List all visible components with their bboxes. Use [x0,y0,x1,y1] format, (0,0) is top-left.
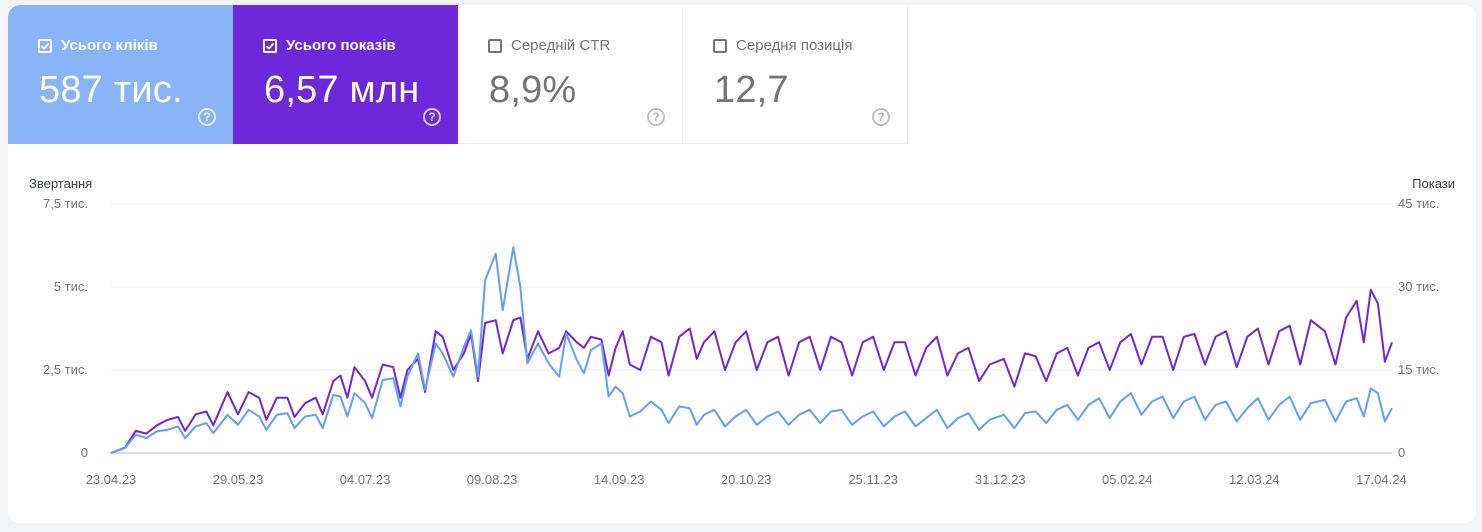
impressions-series-line [110,288,1393,454]
x-tick-label: 17.04.24 [1356,472,1407,487]
metric-label: Усього показів [286,37,396,54]
right-axis-title: Покази [1412,176,1455,191]
y-right-tick-label: 45 тис. [1398,196,1440,211]
line-chart[interactable] [8,5,1476,523]
x-tick-label: 31.12.23 [974,472,1026,487]
checkbox-checked-icon[interactable] [263,38,277,53]
help-circle-icon[interactable]: ? [872,108,890,126]
metric-label: Середній CTR [511,37,611,54]
x-tick-label: 20.10.23 [720,472,772,487]
y-left-tick-label: 0 [80,445,88,460]
y-right-tick-label: 0 [1398,445,1406,460]
metric-tab-clicks[interactable]: Усього кліків 587 тис. ? [8,5,233,144]
x-tick-label: 23.04.23 [85,472,137,487]
x-tick-label: 04.07.23 [339,472,391,487]
checkbox-unchecked-icon[interactable] [713,38,727,53]
metric-header: Усього показів [263,37,396,54]
help-circle-icon[interactable]: ? [423,108,441,126]
help-circle-icon[interactable]: ? [198,108,216,126]
y-left-tick-label: 2,5 тис. [42,362,88,377]
y-right-tick-label: 15 тис. [1398,362,1440,377]
metric-header: Усього кліків [38,37,158,54]
y-left-tick-label: 5 тис. [53,279,88,294]
metric-value: 8,9% [489,69,577,111]
y-right-tick-label: 30 тис. [1398,279,1440,294]
metric-tab-impressions[interactable]: Усього показів 6,57 млн ? [233,5,458,144]
x-tick-label: 14.09.23 [593,472,645,487]
checkbox-unchecked-icon[interactable] [488,38,502,53]
x-tick-label: 29.05.23 [212,472,264,487]
metric-label: Усього кліків [61,37,158,54]
metric-tab-position[interactable]: Середня позиція 12,7 ? [683,5,908,144]
x-tick-label: 25.11.23 [848,472,899,487]
metric-tab-ctr[interactable]: Середній CTR 8,9% ? [458,5,683,144]
x-tick-label: 12.03.24 [1229,472,1280,487]
metric-value: 6,57 млн [264,69,420,111]
metric-header: Середній CTR [488,37,610,54]
left-axis-title: Звертання [29,176,93,191]
metric-value: 587 тис. [39,69,183,111]
metric-tabs: Усього кліків 587 тис. ? Усього показів … [8,5,908,144]
metric-value: 12,7 [714,69,789,111]
y-left-tick-label: 7,5 тис. [42,196,88,211]
metric-label: Середня позиція [736,37,853,54]
clicks-series-line [110,246,1393,454]
x-tick-label: 05.02.24 [1102,472,1153,487]
help-circle-icon[interactable]: ? [647,108,665,126]
checkbox-checked-icon[interactable] [38,38,52,53]
x-tick-label: 09.08.23 [466,472,518,487]
metric-header: Середня позиція [713,37,852,54]
performance-card: Усього кліків 587 тис. ? Усього показів … [8,5,1476,523]
